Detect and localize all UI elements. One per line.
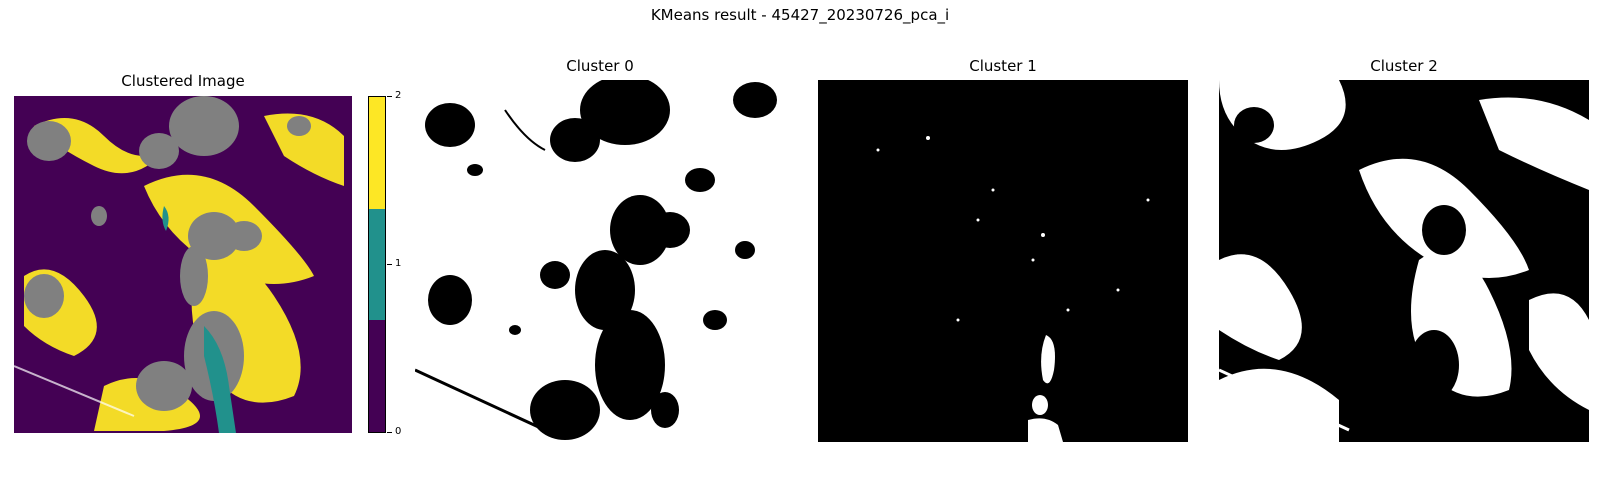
- panel-title-cluster-0: Cluster 0: [566, 57, 634, 75]
- colorbar: [368, 96, 386, 433]
- colorbar-ticklabel-0: 0: [395, 426, 402, 437]
- colorbar-band-1: [369, 208, 385, 321]
- colorbar-tick-0: [387, 432, 392, 433]
- colorbar-ticklabel-2: 2: [395, 90, 402, 101]
- colorbar-band-0: [369, 320, 385, 432]
- panel-title-cluster-1: Cluster 1: [969, 57, 1037, 75]
- figure-title: KMeans result - 45427_20230726_pca_i: [650, 6, 950, 24]
- cluster-2-mask: [1219, 80, 1589, 442]
- panel-title-clustered: Clustered Image: [121, 72, 245, 90]
- colorbar-tick-2: [387, 96, 392, 97]
- cluster-0-mask: [415, 80, 785, 442]
- panel-title-cluster-2: Cluster 2: [1370, 57, 1438, 75]
- colorbar-tick-1: [387, 264, 392, 265]
- clustered-image: [14, 96, 352, 433]
- cluster-1-mask: [818, 80, 1188, 442]
- colorbar-band-2: [369, 97, 385, 209]
- colorbar-ticklabel-1: 1: [395, 258, 402, 269]
